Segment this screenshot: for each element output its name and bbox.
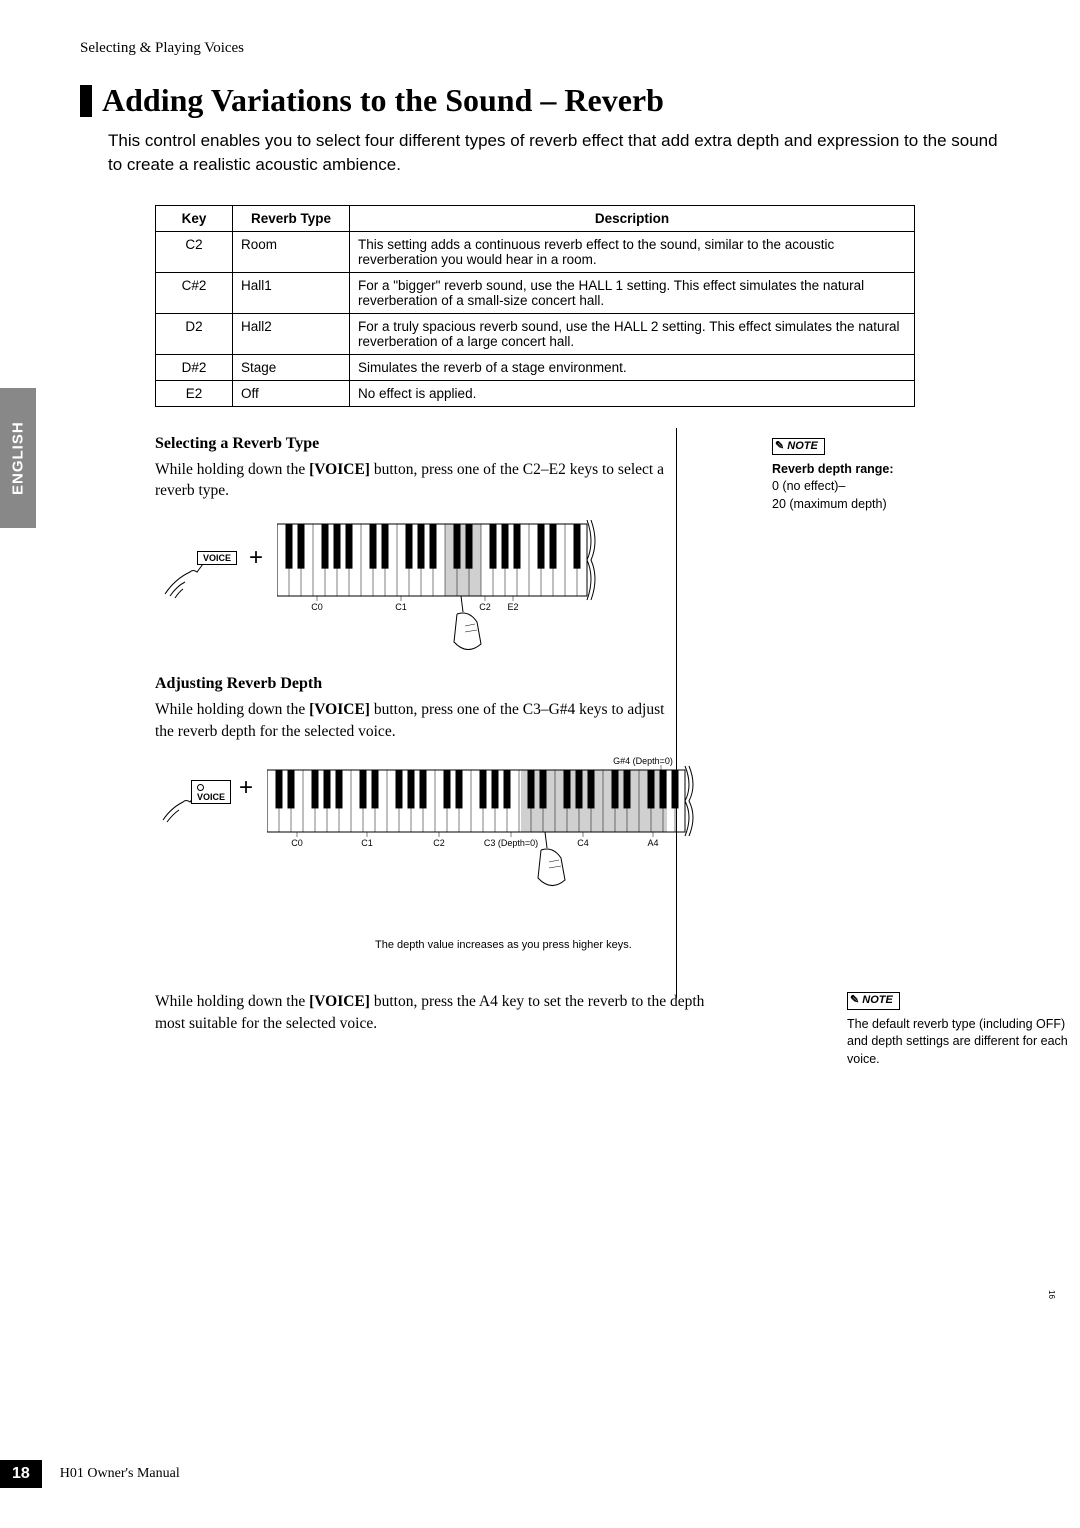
plus-icon: + <box>249 544 263 572</box>
svg-text:A4: A4 <box>648 838 659 848</box>
svg-text:C1: C1 <box>361 838 373 848</box>
section-title: Adjusting Reverb Depth <box>155 675 1000 693</box>
keyboard-diagram-2: G#4 (Depth=0) C0 C1 C2 C3 (Depth=0) C4 A4 <box>267 754 707 894</box>
svg-text:C3 (Depth=0): C3 (Depth=0) <box>484 838 538 848</box>
svg-text:C2: C2 <box>433 838 445 848</box>
svg-text:C4: C4 <box>577 838 589 848</box>
page-title: Adding Variations to the Sound – Reverb <box>102 82 664 119</box>
note-label: NOTE <box>847 992 900 1009</box>
voice-button-diagram: VOICE <box>155 544 235 609</box>
footer: 18 H01 Owner's Manual <box>0 1460 180 1488</box>
voice-button-diagram: VOICE <box>155 778 225 833</box>
note-box-2: NOTE The default reverb type (including … <box>847 991 1077 1068</box>
th-type: Reverb Type <box>233 205 350 231</box>
footer-text: H01 Owner's Manual <box>60 1466 180 1482</box>
diagram-1: VOICE + C0 C1 C2 E2 <box>155 520 1000 655</box>
section-body: While holding down the [VOICE] button, p… <box>155 991 715 1034</box>
language-tab: ENGLISH <box>0 388 36 528</box>
tiny-page-mark: 16 <box>1047 1290 1056 1299</box>
note-label: NOTE <box>772 438 825 455</box>
title-bar-icon <box>80 85 92 117</box>
breadcrumb: Selecting & Playing Voices <box>80 40 1000 57</box>
table-row: C2 Room This setting adds a continuous r… <box>156 231 915 272</box>
depth-caption: The depth value increases as you press h… <box>375 939 1000 951</box>
svg-text:C0: C0 <box>311 602 323 612</box>
intro-text: This control enables you to select four … <box>108 129 1000 177</box>
section-body: While holding down the [VOICE] button, p… <box>155 459 685 502</box>
reverb-table: Key Reverb Type Description C2 Room This… <box>155 205 915 407</box>
table-row: D2 Hall2 For a truly spacious reverb sou… <box>156 313 915 354</box>
note-box-1: NOTE Reverb depth range: 0 (no effect)– … <box>772 437 1002 514</box>
plus-icon: + <box>239 774 253 802</box>
svg-text:E2: E2 <box>508 602 519 612</box>
table-row: D#2 Stage Simulates the reverb of a stag… <box>156 354 915 380</box>
svg-text:G#4 (Depth=0): G#4 (Depth=0) <box>613 756 673 766</box>
diagram-2: VOICE + G#4 (Depth=0) C0 C1 C2 C3 (Depth=0) C… <box>155 754 1000 899</box>
keyboard-diagram-1: C0 C1 C2 E2 <box>277 520 607 650</box>
table-row: C#2 Hall1 For a "bigger" reverb sound, u… <box>156 272 915 313</box>
svg-text:C1: C1 <box>395 602 407 612</box>
th-key: Key <box>156 205 233 231</box>
svg-text:C2: C2 <box>479 602 491 612</box>
section-body: While holding down the [VOICE] button, p… <box>155 699 685 742</box>
th-desc: Description <box>350 205 915 231</box>
table-row: E2 Off No effect is applied. <box>156 380 915 406</box>
svg-text:C0: C0 <box>291 838 303 848</box>
page-number: 18 <box>0 1460 42 1488</box>
